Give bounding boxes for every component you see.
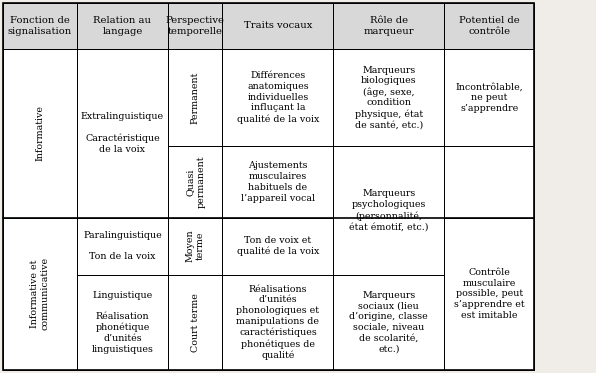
Bar — [333, 275, 445, 370]
Text: Quasi
permanent: Quasi permanent — [185, 156, 205, 208]
Bar — [77, 3, 168, 49]
Bar — [3, 218, 77, 370]
Text: Linguistique

Réalisation
phonétique
d’unités
linguistiques: Linguistique Réalisation phonétique d’un… — [92, 291, 153, 354]
Bar — [333, 146, 445, 275]
Text: Rôle de
marqueur: Rôle de marqueur — [364, 16, 414, 36]
Bar — [77, 218, 168, 275]
Bar — [168, 146, 222, 218]
Text: Marqueurs
sociaux (lieu
d’origine, classe
sociale, niveau
de scolarité,
etc.): Marqueurs sociaux (lieu d’origine, class… — [349, 291, 429, 354]
Bar — [222, 49, 333, 146]
Bar — [222, 275, 333, 370]
Bar — [77, 49, 168, 218]
Bar — [3, 218, 77, 370]
Bar — [168, 49, 222, 146]
Bar — [445, 146, 534, 218]
Bar — [333, 146, 445, 275]
Text: Incontrôlable,
ne peut
s’apprendre: Incontrôlable, ne peut s’apprendre — [455, 82, 523, 113]
Bar — [333, 275, 445, 370]
Bar — [3, 3, 534, 370]
Bar — [77, 49, 168, 218]
Text: Marqueurs
psychologiques
(personnalité,
état émotif, etc.): Marqueurs psychologiques (personnalité, … — [349, 189, 429, 231]
Bar — [445, 49, 534, 146]
Text: Marqueurs
biologiques
(âge, sexe,
condition
physique, état
de santé, etc.): Marqueurs biologiques (âge, sexe, condit… — [355, 66, 423, 129]
Bar — [222, 3, 333, 49]
Text: Extralinguistique

Caractéristique
de la voix: Extralinguistique Caractéristique de la … — [81, 112, 164, 154]
Bar — [445, 218, 534, 370]
Bar — [77, 3, 168, 49]
Bar — [3, 49, 77, 218]
Text: Ajustements
musculaires
habituels de
l’appareil vocal: Ajustements musculaires habituels de l’a… — [241, 161, 315, 203]
Text: Informative: Informative — [35, 105, 44, 161]
Bar — [168, 218, 222, 275]
Bar — [168, 3, 222, 49]
Bar — [333, 49, 445, 146]
Text: Relation au
langage: Relation au langage — [94, 16, 151, 36]
Bar — [77, 275, 168, 370]
Bar — [222, 146, 333, 218]
Bar — [168, 275, 222, 370]
Bar — [168, 3, 222, 49]
Bar — [222, 218, 333, 275]
Bar — [445, 3, 534, 49]
Bar — [333, 3, 445, 49]
Bar — [222, 146, 333, 218]
Bar — [3, 49, 77, 218]
Bar — [168, 275, 222, 370]
Bar — [168, 146, 222, 218]
Text: Réalisations
d’unités
phonologiques et
manipulations de
caractéristiques
phonéti: Réalisations d’unités phonologiques et m… — [237, 285, 319, 360]
Bar — [222, 49, 333, 146]
Bar — [77, 275, 168, 370]
Bar — [445, 49, 534, 146]
Text: Potentiel de
contrôle: Potentiel de contrôle — [459, 16, 520, 36]
Bar — [77, 218, 168, 275]
Bar — [222, 3, 333, 49]
Bar — [222, 218, 333, 275]
Bar — [445, 146, 534, 218]
Bar — [3, 3, 77, 49]
Text: Ton de voix et
qualité de la voix: Ton de voix et qualité de la voix — [237, 236, 319, 256]
Bar — [333, 49, 445, 146]
Text: Différences
anatomiques
individuelles
influçant la
qualité de la voix: Différences anatomiques individuelles in… — [237, 71, 319, 124]
Bar — [333, 3, 445, 49]
Text: Perspective
temporelle: Perspective temporelle — [166, 16, 225, 36]
Bar — [445, 218, 534, 370]
Bar — [222, 275, 333, 370]
Bar — [3, 3, 77, 49]
Text: Contrôle
musculaire
possible, peut
s’apprendre et
est imitable: Contrôle musculaire possible, peut s’app… — [454, 268, 524, 320]
Text: Court terme: Court terme — [191, 293, 200, 352]
Text: Traits vocaux: Traits vocaux — [244, 21, 312, 31]
Bar — [168, 49, 222, 146]
Text: Paralinguistique

Ton de la voix: Paralinguistique Ton de la voix — [83, 231, 162, 261]
Text: Moyen
terme: Moyen terme — [185, 230, 205, 263]
Text: Informative et
communicative: Informative et communicative — [30, 257, 49, 330]
Text: Permanent: Permanent — [191, 71, 200, 124]
Bar — [168, 218, 222, 275]
Bar — [445, 3, 534, 49]
Text: Fonction de
signalisation: Fonction de signalisation — [8, 16, 72, 36]
